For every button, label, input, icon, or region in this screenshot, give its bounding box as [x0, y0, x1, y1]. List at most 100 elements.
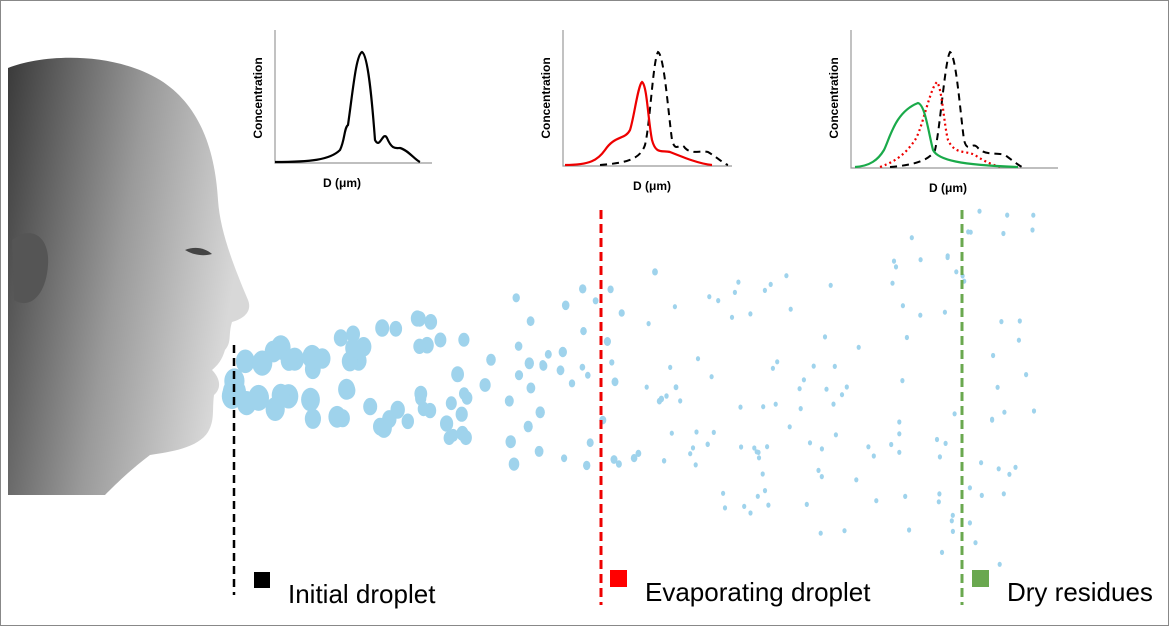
droplet — [580, 327, 587, 336]
droplet — [526, 382, 536, 394]
droplet — [979, 492, 984, 498]
droplet — [900, 378, 905, 384]
droplet — [539, 360, 547, 369]
droplet — [722, 505, 728, 511]
droplet — [505, 435, 516, 449]
droplet — [761, 404, 766, 410]
droplet — [558, 346, 567, 358]
droplet — [514, 341, 523, 351]
droplet — [579, 284, 587, 294]
droplet — [856, 344, 861, 350]
droplet — [707, 294, 712, 300]
curve-evaporating — [564, 80, 713, 167]
droplet — [280, 350, 298, 371]
axes — [562, 30, 732, 167]
droplet — [833, 432, 839, 438]
droplet — [854, 477, 859, 483]
droplet — [669, 430, 674, 436]
droplet — [410, 310, 424, 327]
droplet — [656, 397, 663, 405]
droplet — [1005, 212, 1010, 218]
droplet — [630, 454, 638, 463]
droplet — [756, 449, 761, 455]
panel-2: Concentration D (μm) — [539, 30, 732, 193]
panel-3: Concentration D (μm) — [827, 30, 1058, 195]
droplet — [903, 493, 908, 499]
droplet — [762, 287, 768, 293]
droplet — [900, 303, 906, 309]
droplet — [615, 460, 622, 468]
droplet — [995, 384, 1000, 390]
droplet — [688, 451, 693, 457]
droplet — [784, 273, 789, 279]
droplet — [586, 438, 594, 448]
droplet — [607, 285, 614, 294]
curve-evaporating — [879, 80, 1003, 169]
droplet — [732, 289, 738, 295]
droplet — [893, 264, 899, 270]
droplet — [265, 397, 285, 421]
droplet — [738, 404, 743, 410]
droplet — [890, 280, 895, 286]
droplet — [950, 528, 956, 535]
droplet — [440, 415, 454, 432]
droplet — [1031, 408, 1037, 414]
droplet — [797, 386, 802, 392]
droplet — [996, 466, 1001, 472]
droplet — [977, 208, 982, 214]
droplet — [512, 293, 520, 303]
droplet — [831, 401, 836, 407]
droplet — [1030, 227, 1035, 233]
droplet — [461, 391, 473, 405]
droplet — [561, 454, 568, 463]
droplet — [997, 561, 1002, 567]
droplet — [668, 364, 673, 370]
droplet — [819, 474, 824, 480]
droplet — [934, 436, 940, 443]
droplet — [610, 455, 618, 464]
curve-initial — [889, 50, 1023, 168]
droplet — [760, 471, 765, 477]
y-label: Concentration — [539, 57, 553, 138]
droplet — [824, 386, 829, 392]
droplet — [695, 356, 701, 362]
droplet — [775, 359, 780, 365]
droplet — [445, 396, 457, 411]
droplet — [424, 314, 438, 330]
droplet — [909, 235, 914, 241]
droplet — [979, 460, 984, 466]
droplet — [301, 387, 320, 412]
droplet — [765, 444, 770, 450]
ear — [12, 233, 49, 304]
droplet — [603, 337, 612, 346]
droplet — [534, 445, 544, 457]
droplet — [338, 378, 355, 400]
droplet — [709, 374, 714, 380]
droplet — [788, 306, 793, 312]
droplet — [690, 445, 696, 451]
droplet — [822, 334, 828, 340]
droplet — [579, 363, 586, 371]
droplet — [871, 453, 876, 459]
droplet — [523, 420, 533, 433]
droplet — [661, 458, 667, 464]
droplet — [694, 429, 699, 435]
legend-swatch — [254, 572, 270, 588]
droplet — [635, 449, 642, 457]
droplet — [768, 281, 773, 287]
droplet — [1013, 464, 1018, 470]
droplet — [459, 430, 472, 446]
droplet — [936, 499, 941, 505]
droplet — [514, 370, 524, 381]
droplet — [954, 269, 959, 275]
droplet-cloud — [221, 208, 1037, 567]
droplet — [748, 311, 753, 317]
droplet — [773, 401, 778, 407]
eye — [185, 247, 212, 256]
droplet — [943, 440, 948, 446]
droplet — [787, 424, 792, 430]
droplet — [942, 309, 948, 315]
droplet — [1031, 212, 1036, 218]
droplet — [842, 528, 847, 534]
droplet — [950, 512, 955, 518]
